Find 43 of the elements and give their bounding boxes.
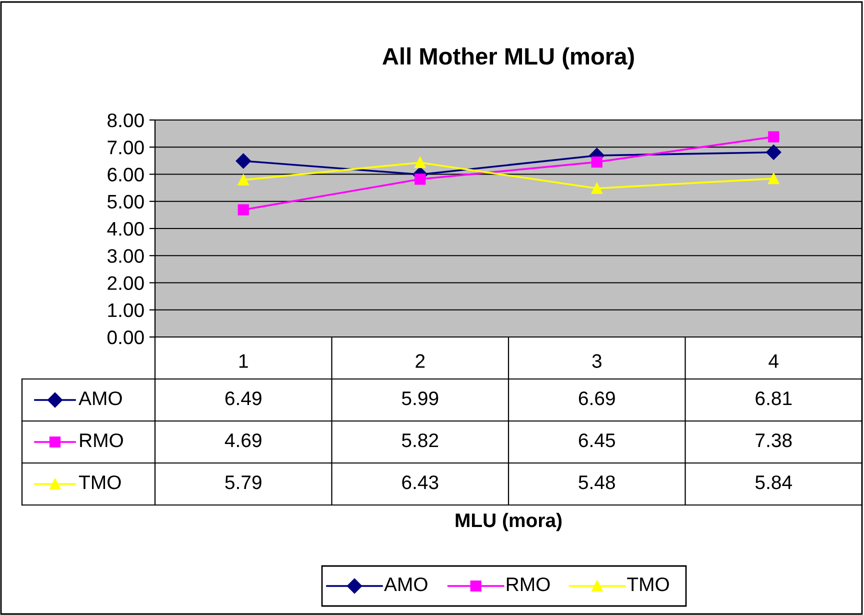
data-label: 6.45 <box>578 433 615 448</box>
data-label: 6.49 <box>225 391 262 406</box>
point <box>591 156 602 168</box>
chart-title: All Mother MLU (mora) <box>382 47 634 70</box>
legend-label: TMO <box>78 475 121 490</box>
y-tick-label: 3.00 <box>107 249 144 263</box>
data-label: 5.48 <box>578 475 615 490</box>
point <box>238 174 249 186</box>
point <box>768 173 780 184</box>
text: AMO <box>384 577 428 592</box>
data-label: 6.81 <box>756 391 792 406</box>
data-label: 6.69 <box>578 391 615 406</box>
legend-label: RMO <box>80 433 123 448</box>
data-label: 5.82 <box>402 433 438 448</box>
x-tick-label: 4 <box>768 354 778 368</box>
point <box>414 174 426 185</box>
data-label: 4.69 <box>224 433 262 448</box>
point <box>414 157 426 168</box>
data-label: 7.38 <box>756 433 792 448</box>
point <box>236 153 251 169</box>
point <box>766 144 782 160</box>
x-tick-label: 2 <box>416 354 425 368</box>
y-tick-label: 8.00 <box>108 113 144 128</box>
y-tick-label: 0.00 <box>108 330 144 344</box>
point <box>768 131 780 142</box>
y-tick-label: 2.00 <box>108 276 144 290</box>
point <box>591 182 602 194</box>
text: MLU (mora) <box>456 512 562 532</box>
y-tick-label: 7.00 <box>108 140 144 154</box>
y-tick-label: 6.00 <box>108 168 144 182</box>
text: TMO <box>627 577 669 592</box>
text: RMO <box>506 577 550 592</box>
x-tick-label: 3 <box>592 354 602 368</box>
legend-label: AMO <box>78 391 122 406</box>
x-tick-label: 1 <box>239 354 248 368</box>
data-label: 5.79 <box>225 475 262 490</box>
y-tick-label: 5.00 <box>108 194 144 209</box>
y-tick-label: 4.00 <box>107 222 144 236</box>
point <box>238 204 249 216</box>
data-label: 5.84 <box>755 475 792 490</box>
data-label: 6.43 <box>402 475 438 490</box>
y-tick-label: 1.00 <box>108 303 144 318</box>
data-label: 5.99 <box>402 391 438 406</box>
